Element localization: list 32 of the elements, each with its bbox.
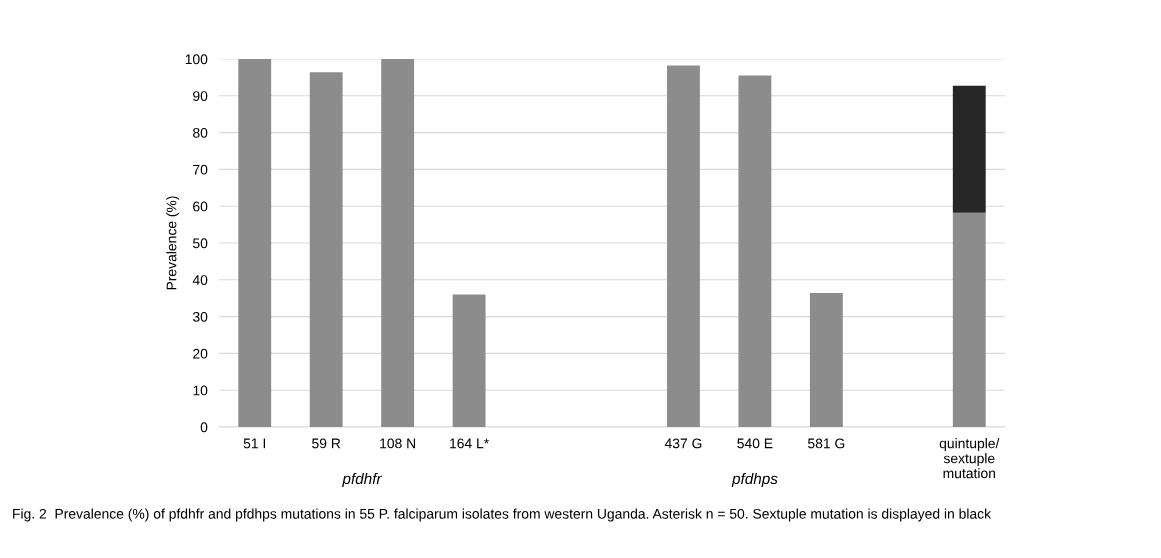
y-tick-label: 0 [200,422,208,433]
text: pfdhfr [342,472,383,488]
y-tick-label: 60 [193,201,208,212]
caption: Fig. 2 Prevalence (%) of pfdhfr and pfdhps mutations in 55 P. falciparum isolates from western Uganda. Asterisk n = 50. Sextuple mutation is displayed in black [13,508,992,522]
x-tick-label: quintuple/ sextuple mutation [939,438,1000,479]
x-tick-label: 108 N [380,438,416,449]
bar [738,75,772,427]
y-tick-label: 100 [185,54,208,65]
y-tick-label: 10 [193,385,208,396]
text: pfdhps [731,472,778,488]
y-tick-label: 70 [193,164,208,175]
bar [667,65,700,427]
x-tick-label: 581 G [808,438,845,449]
y-tick-label: 50 [193,238,208,249]
bar [809,293,843,427]
y-tick-label: 30 [192,311,208,322]
x-tick-label: 164 L* [450,438,489,449]
bar [238,59,272,427]
y-tick-label: 40 [192,275,208,285]
y-tick-label: 20 [193,348,208,359]
x-tick-label: 51 I [243,438,266,449]
bar [309,72,343,427]
bar [952,212,986,427]
bar [381,59,415,427]
y-tick-label: 80 [193,127,208,138]
bar [452,294,486,427]
x-tick-label: 437 G [664,438,702,449]
y-axis-title: Prevalence (%) [166,196,180,290]
y-tick-label: 90 [193,91,208,101]
x-tick-label: 59 R [312,438,341,449]
x-tick-label: 540 E [737,438,773,449]
bar [952,85,986,213]
